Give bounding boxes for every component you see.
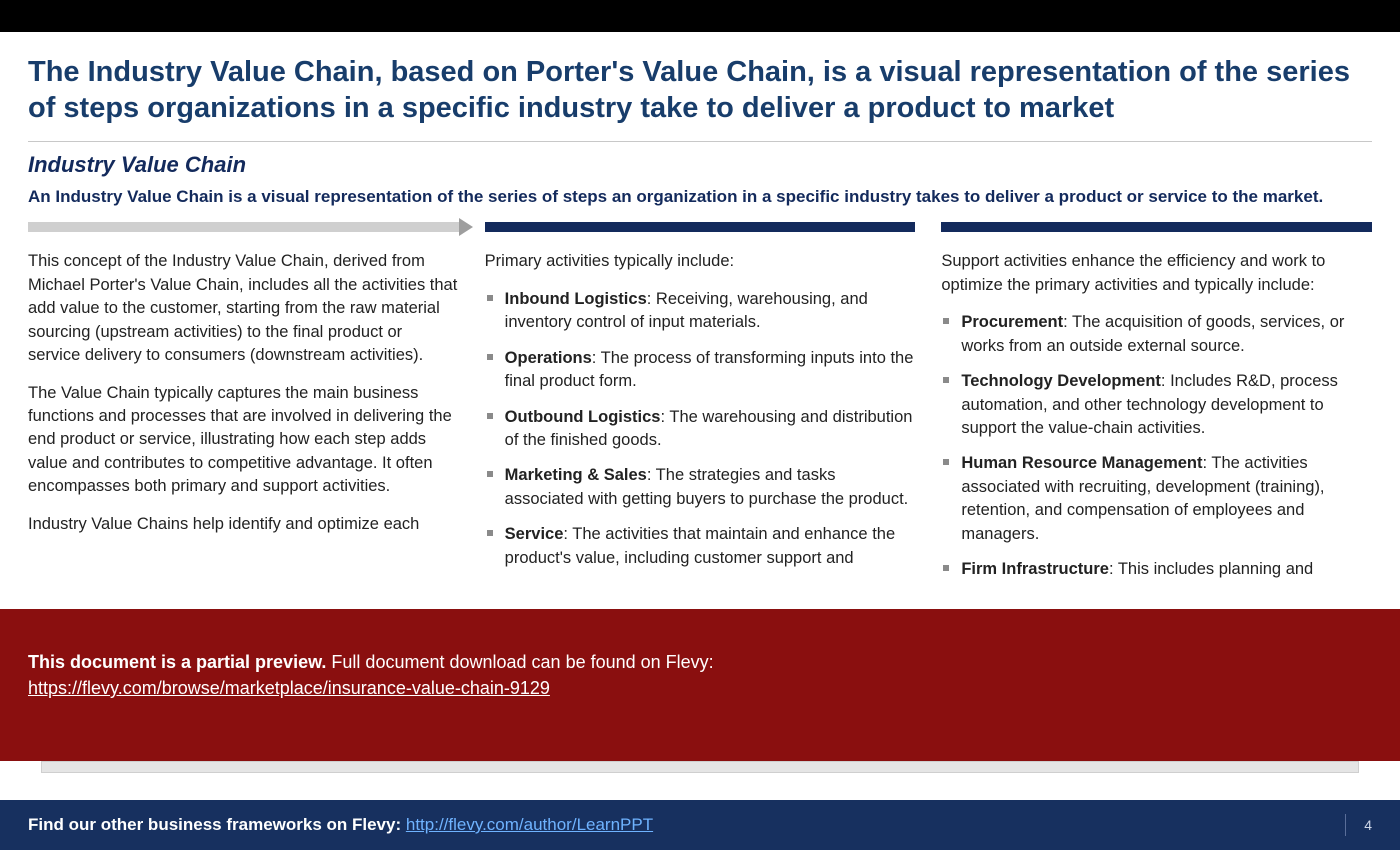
footer-link[interactable]: http://flevy.com/author/LearnPPT [406, 815, 653, 834]
col1-para-3: Industry Value Chains help identify and … [28, 513, 459, 536]
col2-intro: Primary activities typically include: [485, 250, 916, 273]
col2-list: Inbound Logistics: Receiving, warehousin… [485, 288, 916, 570]
list-item: Service: The activities that maintain an… [485, 523, 916, 570]
footer-left: Find our other business frameworks on Fl… [28, 815, 653, 835]
preview-banner: This document is a partial preview. Full… [0, 609, 1400, 761]
list-item: Outbound Logistics: The warehousing and … [485, 406, 916, 453]
banner-line-1: This document is a partial preview. Full… [28, 649, 1372, 675]
slide-title: The Industry Value Chain, based on Porte… [0, 32, 1400, 137]
list-item: Inbound Logistics: Receiving, warehousin… [485, 288, 916, 335]
footer-text: Find our other business frameworks on Fl… [28, 815, 406, 834]
list-item: Marketing & Sales: The strategies and ta… [485, 464, 916, 511]
list-item: Technology Development: Includes R&D, pr… [941, 370, 1372, 440]
list-item: Procurement: The acquisition of goods, s… [941, 311, 1372, 358]
column-3-header-bar [941, 222, 1372, 232]
footer-right: 4 [1345, 814, 1372, 836]
slide: The Industry Value Chain, based on Porte… [0, 32, 1400, 850]
list-item: Operations: The process of transforming … [485, 347, 916, 394]
column-1: This concept of the Industry Value Chain… [28, 222, 459, 593]
footer-separator [1345, 814, 1346, 836]
column-3: Support activities enhance the efficienc… [941, 222, 1372, 593]
banner-bold: This document is a partial preview. [28, 652, 326, 672]
banner-link[interactable]: https://flevy.com/browse/marketplace/ins… [28, 678, 550, 698]
col1-para-2: The Value Chain typically captures the m… [28, 382, 459, 499]
gray-strip [41, 761, 1359, 773]
banner-rest: Full document download can be found on F… [326, 652, 713, 672]
page-number: 4 [1364, 817, 1372, 833]
col3-intro: Support activities enhance the efficienc… [941, 250, 1372, 297]
column-2-header-bar [485, 222, 916, 232]
columns-container: This concept of the Industry Value Chain… [0, 216, 1400, 593]
col3-list: Procurement: The acquisition of goods, s… [941, 311, 1372, 581]
col1-para-1: This concept of the Industry Value Chain… [28, 250, 459, 367]
slide-footer: Find our other business frameworks on Fl… [0, 800, 1400, 850]
lede-text: An Industry Value Chain is a visual repr… [0, 180, 1400, 217]
list-item: Firm Infrastructure: This includes plann… [941, 558, 1372, 581]
column-2: Primary activities typically include: In… [485, 222, 916, 593]
section-subhead: Industry Value Chain [0, 142, 1400, 180]
list-item: Human Resource Management: The activitie… [941, 452, 1372, 546]
column-1-header-arrow [28, 222, 459, 232]
